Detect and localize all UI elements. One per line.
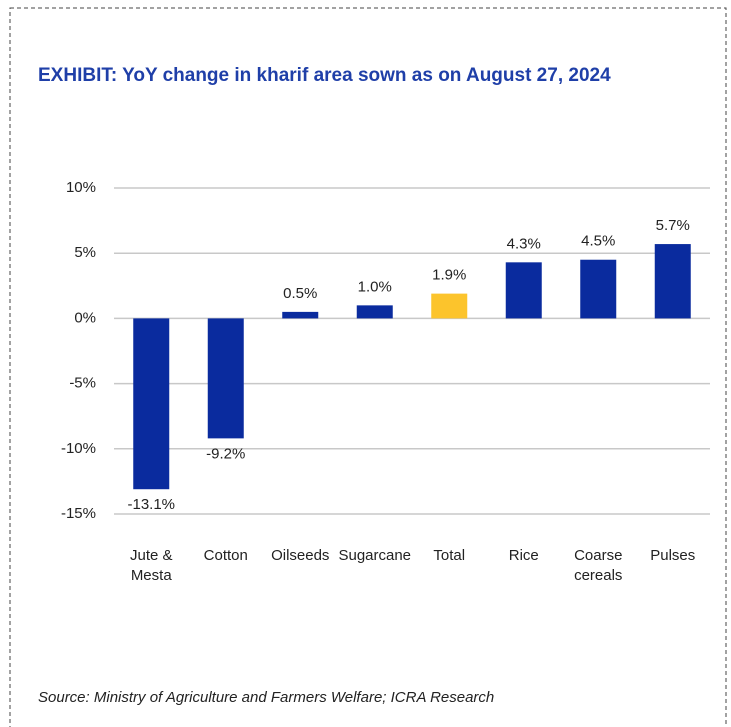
- value-label: 5.7%: [656, 217, 690, 234]
- y-tick-label: 0%: [74, 309, 96, 326]
- y-tick-label: -10%: [61, 440, 96, 457]
- x-tick-label: Rice: [508, 547, 539, 564]
- value-label: -13.1%: [127, 496, 175, 513]
- chart-title: EXHIBIT: YoY change in kharif area sown …: [38, 65, 611, 86]
- bar: [282, 311, 319, 319]
- value-label: 1.0%: [358, 278, 392, 295]
- x-tick-label: Jute & Mesta: [129, 547, 173, 584]
- source-note: Source: Ministry of Agriculture and Farm…: [38, 689, 494, 706]
- y-tick-label: -15%: [61, 505, 96, 522]
- value-label: 1.9%: [432, 267, 466, 284]
- value-label: 4.5%: [581, 233, 615, 250]
- x-tick-label: Coarse cereals: [574, 547, 623, 584]
- bar: [505, 262, 542, 319]
- y-tick-label: 5%: [74, 244, 96, 261]
- bar: [133, 318, 170, 490]
- value-label: 4.3%: [507, 235, 541, 252]
- y-tick-label: 10%: [66, 179, 96, 196]
- bar: [580, 259, 617, 319]
- x-tick-label: Pulses: [650, 547, 696, 564]
- x-tick-label: Cotton: [203, 547, 248, 564]
- bar: [431, 293, 468, 319]
- frame: [9, 7, 727, 727]
- x-tick-label: Total: [433, 547, 466, 564]
- x-tick-label: Oilseeds: [271, 547, 330, 564]
- x-tick-label: Sugarcane: [338, 547, 412, 564]
- bar: [356, 305, 393, 319]
- value-label: -9.2%: [206, 445, 245, 462]
- y-tick-label: -5%: [69, 375, 96, 392]
- bar: [654, 244, 691, 319]
- bar: [207, 318, 244, 439]
- value-label: 0.5%: [283, 285, 317, 302]
